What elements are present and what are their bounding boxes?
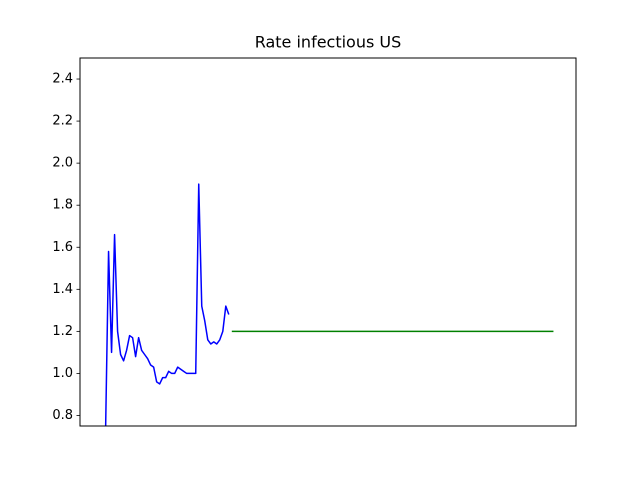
y-tick-label: 1.6 [52,240,73,255]
y-tick-label: 2.2 [52,114,73,129]
y-tick-label: 1.8 [52,198,73,213]
y-tick-label: 1.2 [52,324,73,339]
line-series [104,183,230,426]
chart-title: Rate infectious US [255,33,402,52]
plot-area [104,183,554,426]
y-tick-label: 1.0 [52,366,73,381]
y-tick-label: 1.4 [52,282,73,297]
axes-frame [79,57,577,427]
y-tick-label: 2.4 [52,72,73,87]
y-tick-label: 0.8 [52,408,73,423]
y-tick-label: 2.0 [52,156,73,171]
